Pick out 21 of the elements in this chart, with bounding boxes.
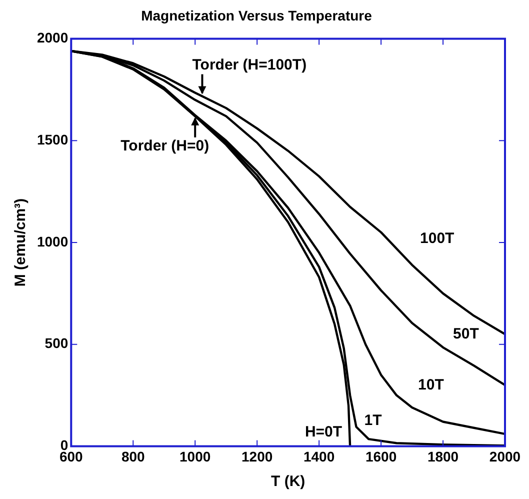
y-tick-label: 2000 <box>36 30 68 46</box>
y-axis-title: M (emu/cm³) <box>12 198 30 287</box>
x-tick-label: 1600 <box>365 448 397 464</box>
x-tick-label: 1000 <box>180 448 211 464</box>
annotation: Torder (H=100T) <box>192 56 307 74</box>
series-label: 1T <box>364 412 382 429</box>
series-label: 100T <box>420 230 454 248</box>
y-tick-label: 1000 <box>36 233 68 250</box>
x-axis-title: T (K) <box>270 473 306 490</box>
chart-title: Magnetization Versus Temperature <box>141 7 372 24</box>
x-tick-label: 1200 <box>242 448 273 464</box>
series-label: 10T <box>418 376 444 394</box>
x-tick-label: 1800 <box>427 448 459 464</box>
series-label: 50T <box>453 326 479 343</box>
series-label: H=0T <box>304 423 342 440</box>
annotation: Torder (H=0) <box>120 138 210 155</box>
x-tick-label: 800 <box>121 448 146 464</box>
x-tick-label: 1400 <box>303 448 335 464</box>
y-tick-label: 500 <box>44 335 68 352</box>
x-tick-label: 2000 <box>489 448 521 464</box>
y-tick-label: 1500 <box>36 132 68 148</box>
